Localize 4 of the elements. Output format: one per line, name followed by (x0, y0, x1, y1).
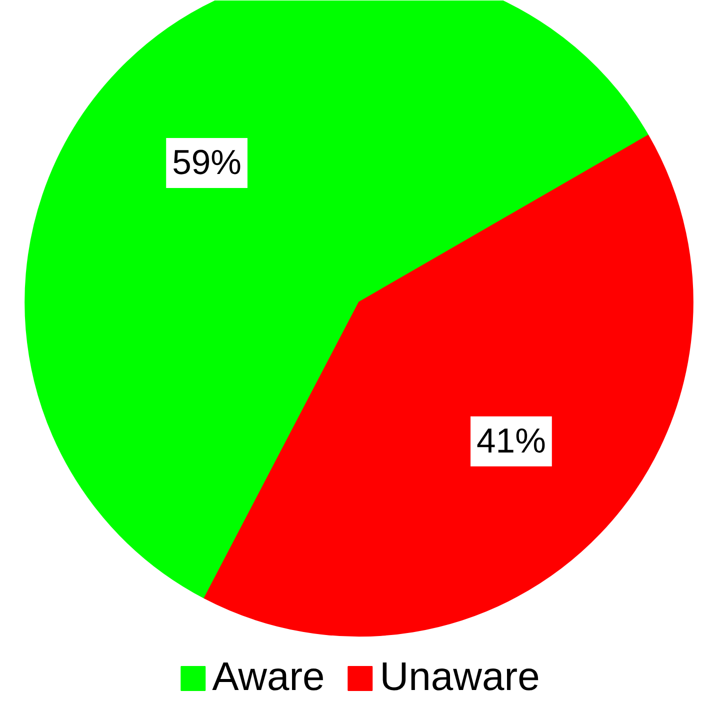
data-label: 59% (172, 144, 242, 182)
data-label: 41% (476, 422, 546, 460)
legend-label: Aware (212, 655, 325, 700)
legend-label: Unaware (380, 655, 540, 700)
